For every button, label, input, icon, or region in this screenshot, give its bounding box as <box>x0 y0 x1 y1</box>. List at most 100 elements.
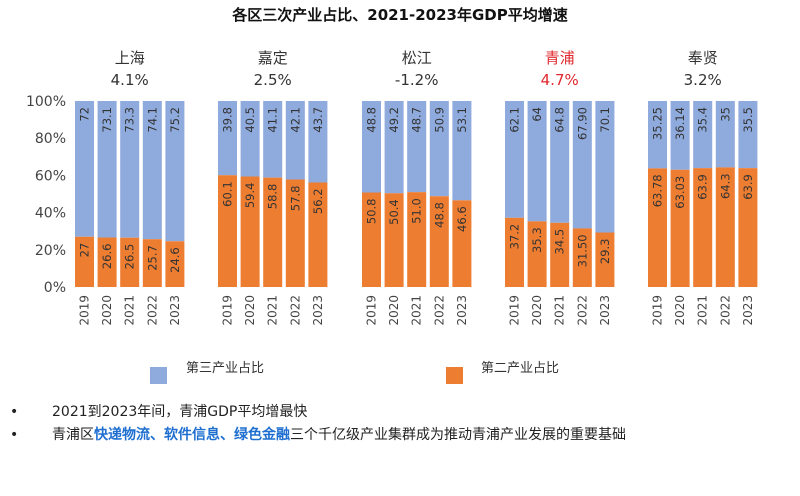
x-tick-label: 2022 <box>718 295 732 326</box>
data-label-tertiary: 42.1 <box>288 107 302 133</box>
chart-title: 各区三次产业占比、2021-2023年GDP平均增速 <box>232 6 568 24</box>
data-label-secondary: 48.8 <box>432 202 446 228</box>
data-label-tertiary: 62.1 <box>508 107 522 133</box>
bar-tertiary <box>165 101 185 242</box>
bar-tertiary <box>218 101 237 176</box>
bar-tertiary <box>240 101 260 177</box>
bar-tertiary <box>715 101 735 168</box>
data-label-secondary: 35.3 <box>530 227 544 253</box>
bar-secondary <box>715 167 735 287</box>
bar-tertiary <box>308 101 328 183</box>
district-name: 奉贤 <box>688 49 718 67</box>
data-label-tertiary: 73.1 <box>100 107 114 133</box>
data-label-secondary: 51.0 <box>410 198 424 224</box>
bullet-dot: • <box>10 427 19 443</box>
bar-secondary <box>240 176 260 287</box>
x-tick-label: 2019 <box>78 295 92 326</box>
data-label-secondary: 63.78 <box>651 174 665 207</box>
x-tick-label: 2022 <box>145 295 159 326</box>
data-label-secondary: 25.7 <box>145 245 159 271</box>
x-tick-label: 2022 <box>288 295 302 326</box>
bar-secondary <box>308 182 328 287</box>
y-tick-label: 40% <box>35 206 66 222</box>
bullet-text-2-prefix: 青浦区 <box>52 427 94 443</box>
bar-secondary <box>648 168 667 287</box>
x-tick-label: 2020 <box>100 295 114 326</box>
legend-swatch-secondary <box>446 367 463 384</box>
data-label-tertiary: 64 <box>530 107 544 122</box>
data-label-tertiary: 43.7 <box>311 107 325 133</box>
data-label-tertiary: 48.7 <box>410 107 424 133</box>
x-tick-label: 2020 <box>673 295 687 326</box>
district-name: 松江 <box>402 49 432 67</box>
bar-secondary <box>452 200 472 287</box>
data-label-secondary: 29.3 <box>598 239 612 265</box>
y-tick-label: 100% <box>26 94 66 110</box>
bar-secondary <box>693 168 713 287</box>
data-label-tertiary: 35.4 <box>696 107 710 133</box>
x-tick-label: 2023 <box>311 295 325 326</box>
data-label-tertiary: 53.1 <box>455 107 469 133</box>
data-label-secondary: 63.9 <box>696 174 710 200</box>
data-label-tertiary: 73.3 <box>123 107 137 133</box>
data-label-tertiary: 64.8 <box>553 107 567 133</box>
bar-tertiary <box>452 101 472 201</box>
data-label-secondary: 24.6 <box>168 247 182 273</box>
x-tick-label: 2023 <box>168 295 182 326</box>
x-tick-label: 2023 <box>741 295 755 326</box>
x-tick-label: 2021 <box>266 295 280 326</box>
data-label-tertiary: 75.2 <box>168 107 182 133</box>
data-label-tertiary: 67.90 <box>575 107 589 140</box>
data-label-secondary: 60.1 <box>221 181 235 207</box>
district-growth-rate: 4.7% <box>541 71 579 89</box>
data-label-secondary: 26.6 <box>100 244 114 270</box>
bullet-item-2: • 青浦区快递物流、软件信息、绿色金融三个千亿级产业集群成为推动青浦产业发展的重… <box>10 425 790 446</box>
x-tick-label: 2020 <box>243 295 257 326</box>
bar-secondary <box>429 196 449 287</box>
bar-tertiary <box>670 101 690 170</box>
data-label-tertiary: 48.8 <box>365 107 379 133</box>
data-label-secondary: 34.5 <box>553 229 567 255</box>
data-label-secondary: 27 <box>78 243 92 258</box>
y-tick-label: 80% <box>35 131 66 147</box>
data-label-tertiary: 74.1 <box>145 107 159 133</box>
district-growth-rate: 4.1% <box>111 71 149 89</box>
highlight-separator: 、 <box>150 427 164 443</box>
data-label-secondary: 63.03 <box>673 176 687 209</box>
bar-tertiary <box>550 101 570 223</box>
data-label-secondary: 56.2 <box>311 188 325 214</box>
stacked-bar-chart: 0% 20% 40% 60% 80% 100% 上海 4.1% 72 27 2019 73.1 26.6… <box>26 49 758 384</box>
bar-tertiary <box>505 101 524 218</box>
legend-swatch-tertiary <box>150 367 167 384</box>
x-tick-label: 2021 <box>410 295 424 326</box>
x-tick-label: 2019 <box>508 295 522 326</box>
data-label-secondary: 31.50 <box>575 234 589 267</box>
bar-tertiary <box>362 101 381 193</box>
data-label-tertiary: 36.14 <box>673 107 687 140</box>
bar-tertiary <box>429 101 449 197</box>
x-tick-label: 2022 <box>432 295 446 326</box>
bullet-list: • 2021到2023年间，青浦GDP平均增最快 • 青浦区快递物流、软件信息、… <box>10 402 790 448</box>
district-growth-rate: -1.2% <box>395 71 439 89</box>
district-growth-rate: 3.2% <box>684 71 722 89</box>
bar-secondary <box>218 175 237 287</box>
bar-tertiary <box>285 101 305 180</box>
bar-tertiary <box>572 101 592 229</box>
x-tick-label: 2021 <box>123 295 137 326</box>
data-label-tertiary: 35 <box>718 107 732 122</box>
bar-secondary <box>120 237 140 287</box>
data-label-tertiary: 40.5 <box>243 107 257 133</box>
data-label-tertiary: 72 <box>78 107 92 122</box>
bar-secondary <box>505 217 524 287</box>
bar-secondary <box>595 232 615 287</box>
bar-tertiary <box>693 101 713 169</box>
data-label-tertiary: 41.1 <box>266 107 280 133</box>
bar-secondary <box>165 241 185 287</box>
bar-tertiary <box>120 101 140 238</box>
data-label-secondary: 46.6 <box>455 206 469 232</box>
bar-tertiary <box>648 101 667 169</box>
bar-secondary <box>285 179 305 287</box>
bar-secondary <box>75 236 94 287</box>
data-label-secondary: 26.5 <box>123 244 137 270</box>
district-name: 青浦 <box>545 49 575 67</box>
